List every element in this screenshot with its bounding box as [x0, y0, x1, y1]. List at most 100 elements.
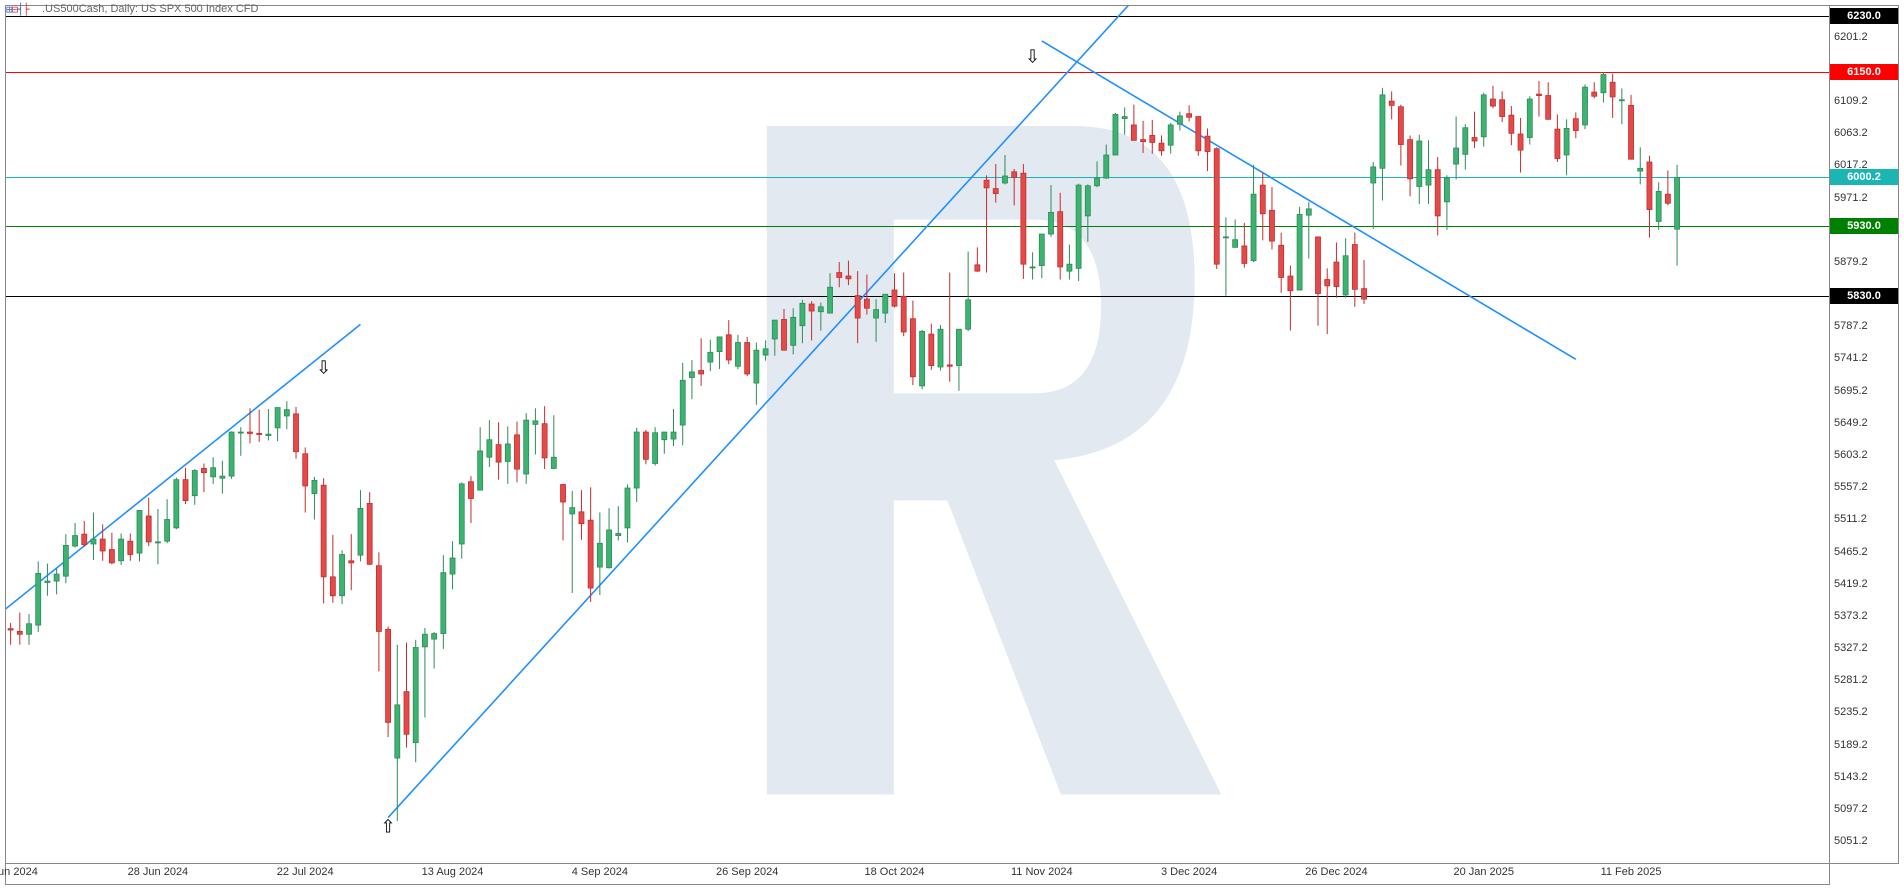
candle[interactable]	[1049, 212, 1054, 234]
candle[interactable]	[1371, 167, 1376, 183]
candle[interactable]	[487, 440, 492, 457]
candle[interactable]	[818, 307, 823, 312]
candle[interactable]	[1316, 237, 1321, 294]
price-chart[interactable]: ⇩⇧⇩	[5, 5, 1830, 864]
candle[interactable]	[211, 468, 216, 477]
candle[interactable]	[938, 329, 943, 367]
candle[interactable]	[1435, 170, 1440, 216]
candle[interactable]	[257, 433, 262, 434]
candle[interactable]	[1002, 176, 1007, 183]
candle[interactable]	[1306, 209, 1311, 215]
candle[interactable]	[284, 410, 289, 416]
candle[interactable]	[1242, 246, 1247, 263]
candle[interactable]	[579, 512, 584, 524]
candle[interactable]	[735, 343, 740, 367]
candle[interactable]	[137, 510, 142, 553]
candle[interactable]	[1536, 94, 1541, 95]
candle[interactable]	[349, 561, 354, 563]
candle[interactable]	[247, 432, 252, 433]
candle[interactable]	[238, 432, 243, 433]
candle[interactable]	[708, 352, 713, 362]
candle[interactable]	[1251, 194, 1256, 260]
candle[interactable]	[17, 631, 22, 634]
candle[interactable]	[1205, 136, 1210, 151]
candle[interactable]	[1297, 214, 1302, 290]
candle[interactable]	[1527, 99, 1532, 137]
candle[interactable]	[597, 543, 602, 567]
candle[interactable]	[745, 343, 750, 374]
candle[interactable]	[1223, 237, 1228, 238]
candle[interactable]	[1039, 234, 1044, 265]
candle[interactable]	[174, 480, 179, 528]
candle[interactable]	[846, 276, 851, 279]
candle[interactable]	[1518, 134, 1523, 150]
candle[interactable]	[432, 634, 437, 640]
candle[interactable]	[441, 573, 446, 634]
candle[interactable]	[1076, 185, 1081, 268]
candle[interactable]	[1150, 135, 1155, 142]
candle[interactable]	[1601, 75, 1606, 93]
candle[interactable]	[478, 451, 483, 490]
candle[interactable]	[1233, 240, 1238, 248]
candle[interactable]	[929, 334, 934, 365]
candle[interactable]	[1260, 185, 1265, 214]
candle[interactable]	[524, 420, 529, 474]
candle[interactable]	[119, 539, 124, 561]
candle[interactable]	[634, 432, 639, 488]
candle[interactable]	[1638, 168, 1643, 171]
candle[interactable]	[1629, 105, 1634, 159]
candle[interactable]	[330, 577, 335, 596]
candle[interactable]	[1472, 138, 1477, 141]
candle[interactable]	[1610, 82, 1615, 97]
candle[interactable]	[966, 300, 971, 329]
candle[interactable]	[514, 435, 519, 469]
candle[interactable]	[340, 554, 345, 595]
candle[interactable]	[874, 310, 879, 318]
candle[interactable]	[1021, 173, 1026, 264]
candle[interactable]	[533, 421, 538, 424]
candle[interactable]	[422, 634, 427, 647]
candle[interactable]	[1647, 162, 1652, 210]
candle[interactable]	[883, 294, 888, 313]
candle[interactable]	[220, 476, 225, 478]
candle[interactable]	[8, 629, 13, 630]
candle[interactable]	[45, 581, 50, 582]
candle[interactable]	[266, 434, 271, 435]
candle[interactable]	[864, 299, 869, 308]
candle[interactable]	[27, 624, 32, 634]
candle[interactable]	[855, 296, 860, 318]
candle[interactable]	[1104, 155, 1109, 178]
candle[interactable]	[920, 331, 925, 386]
candle[interactable]	[1481, 95, 1486, 137]
candle[interactable]	[551, 457, 556, 468]
candle[interactable]	[1444, 178, 1449, 202]
candle[interactable]	[1269, 210, 1274, 241]
candle[interactable]	[671, 432, 676, 439]
candle[interactable]	[468, 482, 473, 499]
candle[interactable]	[36, 573, 41, 625]
candle[interactable]	[1426, 170, 1431, 185]
candle[interactable]	[1343, 256, 1348, 295]
candle[interactable]	[82, 534, 87, 544]
candle[interactable]	[1675, 177, 1680, 229]
candle[interactable]	[1665, 194, 1670, 203]
arrow-marker[interactable]: ⇩	[1025, 47, 1040, 68]
candle[interactable]	[109, 550, 114, 563]
candle[interactable]	[975, 265, 980, 271]
candle[interactable]	[1131, 125, 1136, 140]
candle[interactable]	[754, 350, 759, 383]
candle[interactable]	[726, 335, 731, 360]
candle[interactable]	[201, 468, 206, 472]
candle[interactable]	[386, 629, 391, 722]
candle[interactable]	[1067, 264, 1072, 271]
candle[interactable]	[1095, 178, 1100, 186]
candle[interactable]	[1656, 191, 1661, 221]
candle[interactable]	[1490, 99, 1495, 106]
candle[interactable]	[984, 180, 989, 188]
arrow-marker[interactable]: ⇩	[316, 357, 331, 378]
candle[interactable]	[1500, 100, 1505, 117]
candle[interactable]	[1417, 141, 1422, 186]
candle[interactable]	[1454, 148, 1459, 164]
candle[interactable]	[1325, 280, 1330, 286]
candle[interactable]	[1159, 143, 1164, 151]
